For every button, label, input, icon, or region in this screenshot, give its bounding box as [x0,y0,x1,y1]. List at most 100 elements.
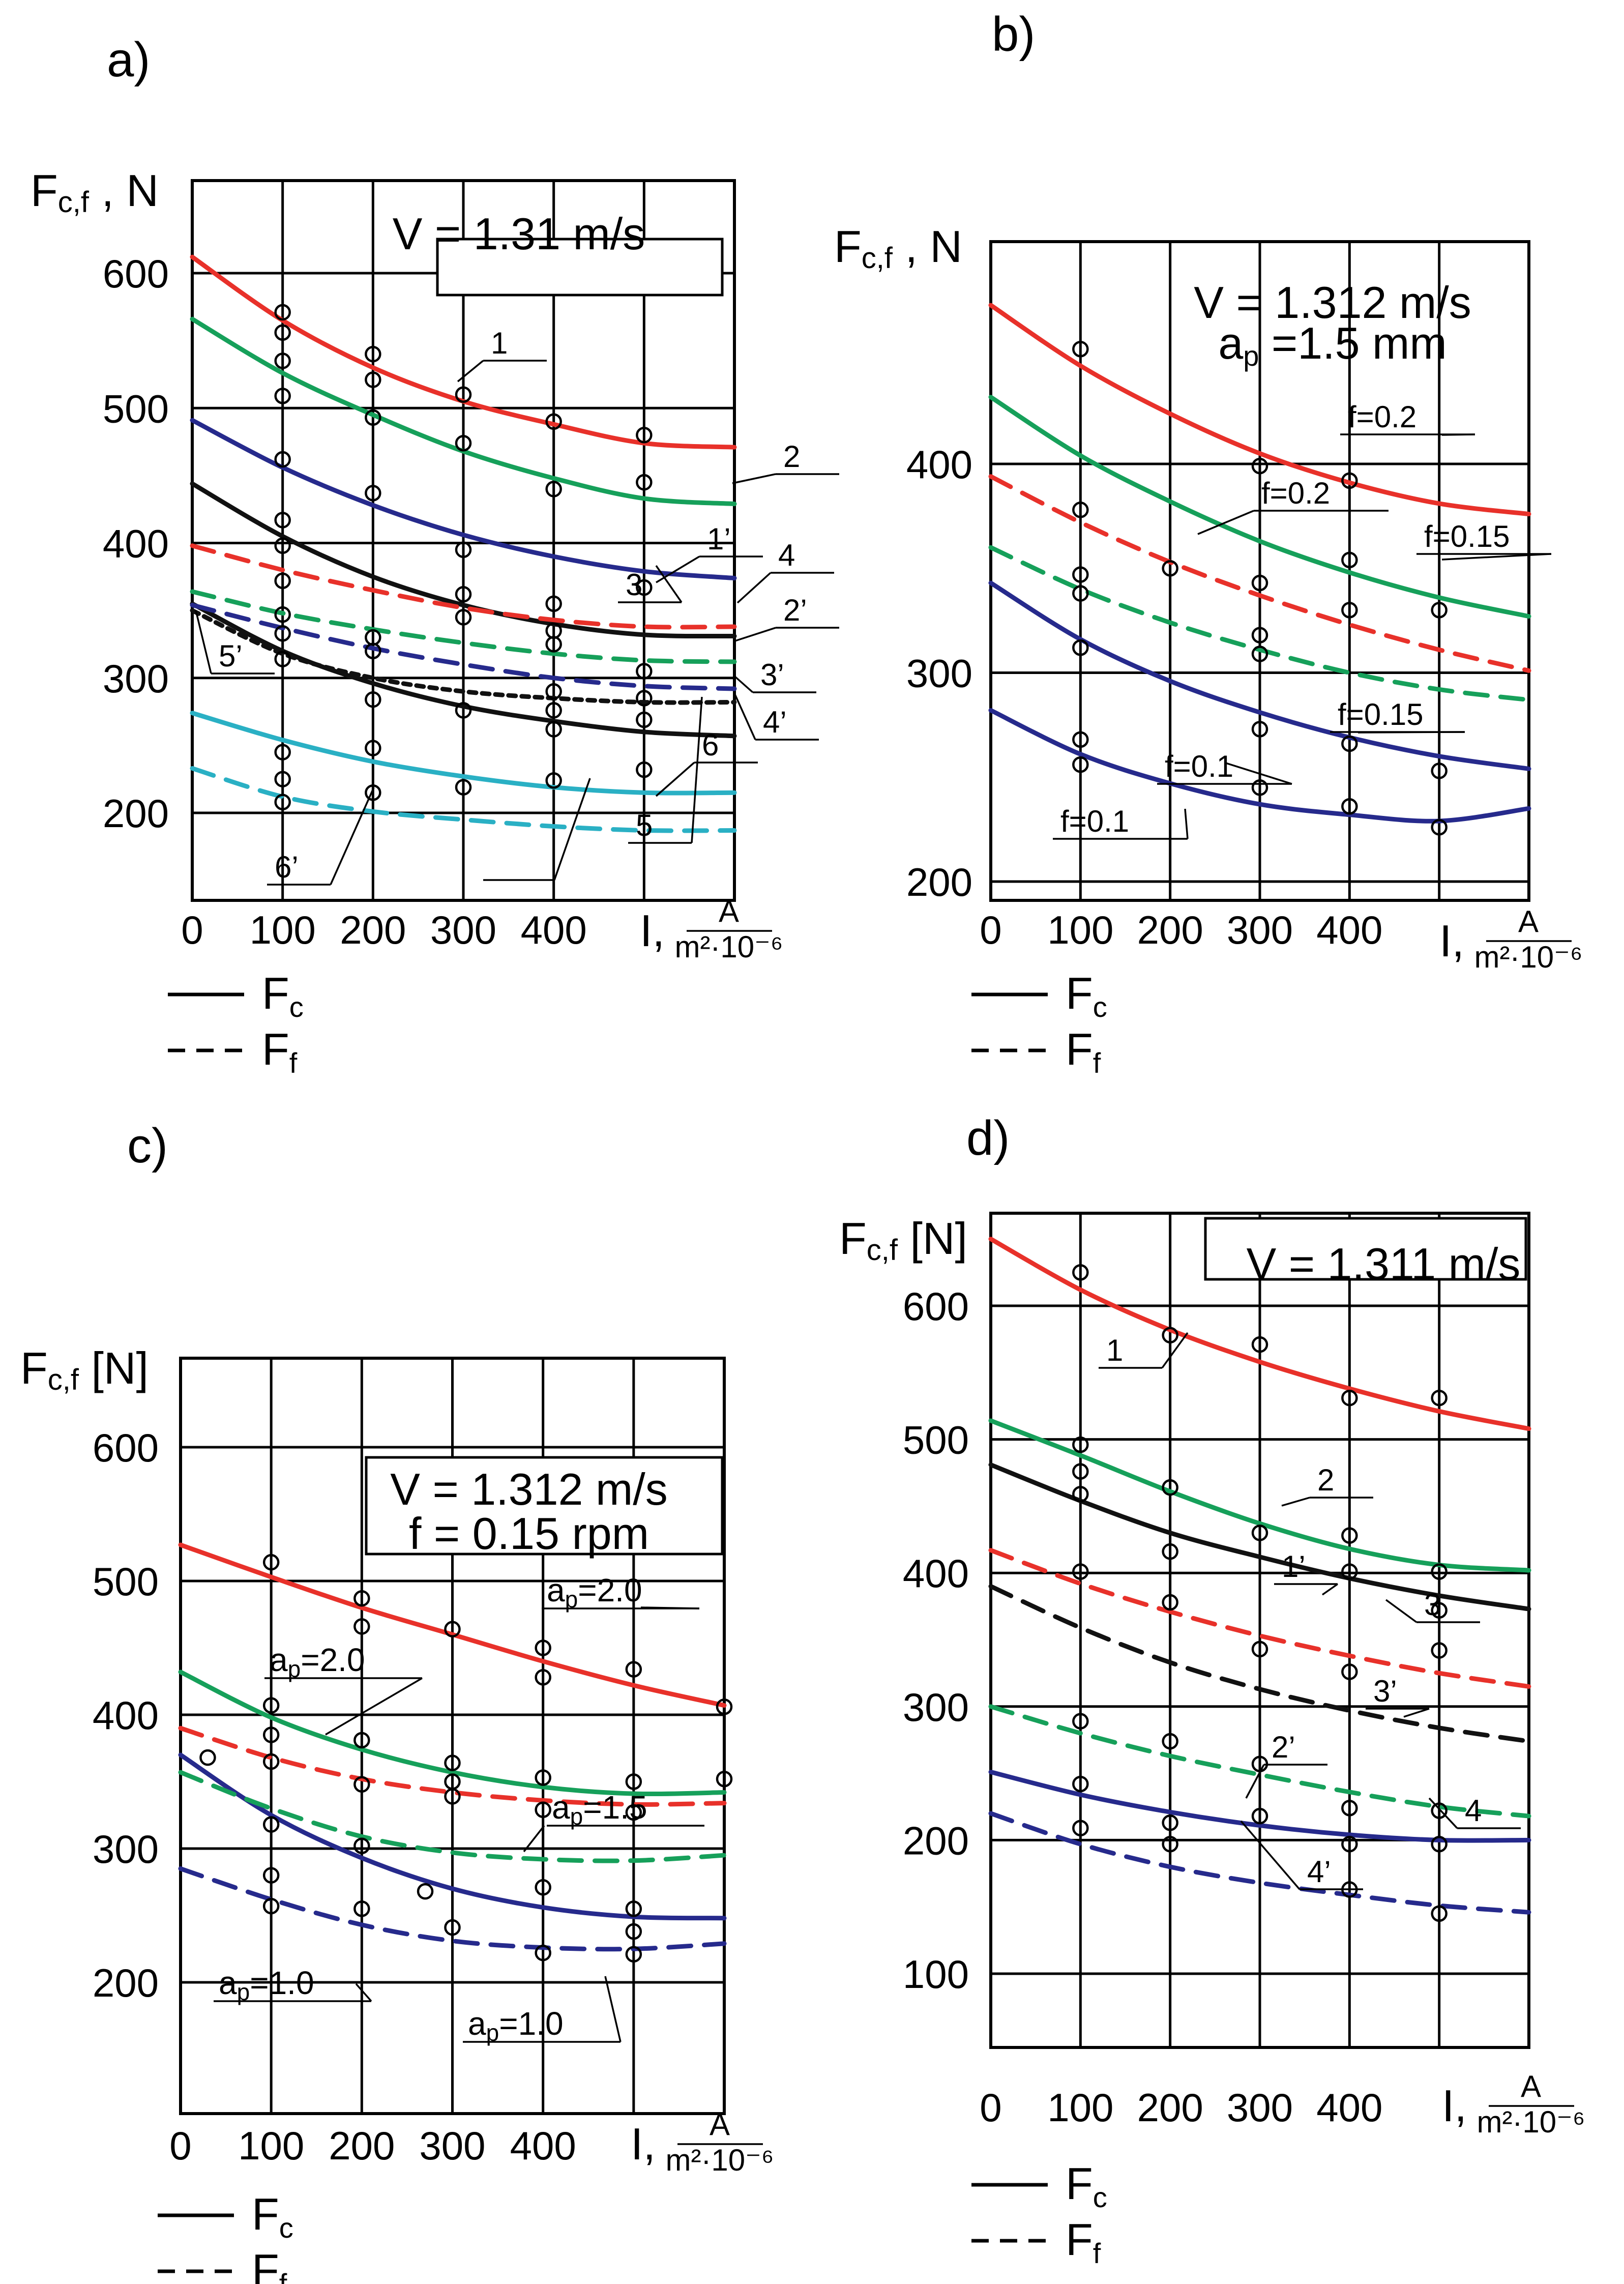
data-point [636,690,653,707]
data-point [1162,560,1178,577]
data-point [455,609,472,626]
label-leader [655,762,695,797]
annotation-a: a [1218,318,1243,368]
data-point [262,1897,280,1915]
data-point [455,541,472,559]
legend-label: Ff [1066,1024,1101,1079]
data-point [1072,1775,1089,1793]
label-leader [457,360,484,383]
curve-label: 2 [783,440,800,474]
data-point [545,702,562,719]
data-point [1072,1436,1089,1453]
data-point [365,409,381,426]
data-point [1162,1733,1178,1750]
x-unit-denominator: m²·10⁻⁶ [1474,940,1582,974]
x-axis-label: I, [640,905,665,956]
data-point [353,1837,370,1854]
data-point [274,572,291,590]
legend-sub: f [289,1047,298,1079]
y-tick-label: 200 [906,860,972,904]
curve-label: 4’ [1307,1855,1331,1889]
annotation-rest: =1.5 mm [1259,318,1446,368]
legend-sub: f [1093,1047,1101,1079]
data-point [625,1946,642,1963]
x-tick-label: 0 [169,2123,191,2168]
data-point [455,586,472,603]
y-tick-label: 200 [93,1960,159,2005]
label-leader [604,1976,622,2042]
data-point [262,1726,280,1743]
label-leader [523,1825,545,1853]
legend-label: Fc [262,968,304,1023]
x-tick-label: 400 [1316,2085,1382,2130]
x-tick-label: 0 [980,907,1001,952]
y-label-main: F [20,1343,48,1393]
panel-letter: b) [992,7,1035,62]
data-point [1251,646,1268,662]
legend-label: Fc [252,2189,293,2244]
data-point [444,1754,461,1771]
x-tick-label: 300 [1227,2085,1293,2130]
data-point [535,1879,551,1896]
data-point [545,595,562,612]
data-point [1341,1389,1358,1407]
data-point [274,794,291,811]
data-point [1072,1264,1089,1281]
curve-label: 6’ [275,850,299,884]
label-leader [732,473,776,484]
label-leader [1321,1583,1339,1596]
label-leader [655,565,683,603]
annotation-box [365,1456,724,1556]
x-unit-numerator: A [1518,904,1539,939]
curve-label: 6 [702,728,719,762]
label-leader [1428,1797,1458,1829]
curve-label: 5’ [219,639,243,673]
curve-label-rest: =2.0 [301,1642,365,1678]
y-label-main: F [31,165,58,216]
data-point [1431,1602,1448,1619]
x-unit-numerator: A [719,894,739,928]
data-point [625,1923,642,1940]
series-curve [988,303,1531,517]
series-curve [178,1670,727,1797]
data-point [274,651,291,667]
x-tick-label: 400 [510,2123,576,2168]
curve-label: ap=2.0 [270,1642,365,1682]
data-point [1251,721,1268,738]
label-leader [1240,1820,1301,1890]
data-point [353,1618,370,1635]
label-leader [656,555,700,583]
y-label-main: F [839,1213,867,1264]
data-point [262,1554,280,1571]
series-curve [178,1542,727,1708]
label-leader [195,610,212,674]
x-tick-label: 200 [1137,907,1203,952]
data-point [1251,1641,1268,1658]
data-point [1251,1525,1268,1541]
x-tick-label: 400 [521,907,587,952]
y-axis-label: Fc,f [N] [20,1343,149,1396]
data-point [274,324,291,341]
data-point [1431,1563,1448,1580]
data-point [1072,1486,1089,1503]
legend-label: Ff [262,1024,298,1079]
data-point [1072,1820,1089,1837]
data-point [1341,1800,1358,1817]
data-point [365,345,381,363]
curve-label: ap=1.0 [468,2005,564,2046]
label-leader [325,1677,423,1736]
data-point [1431,1802,1448,1819]
curve-label: 1’ [1282,1549,1306,1584]
data-point [1251,457,1268,475]
curve-label-rest: =1.5 [583,1789,647,1826]
data-point [262,1753,280,1770]
data-point [274,304,291,321]
curve-label: ap=2.0 [547,1572,642,1613]
data-point [636,427,653,444]
curve-label-a: a [270,1642,288,1678]
legend-sub: c [279,2212,293,2244]
data-point [1341,798,1358,815]
data-point [1341,1527,1358,1544]
data-point [262,1816,280,1833]
x-tick-label: 300 [430,907,496,952]
